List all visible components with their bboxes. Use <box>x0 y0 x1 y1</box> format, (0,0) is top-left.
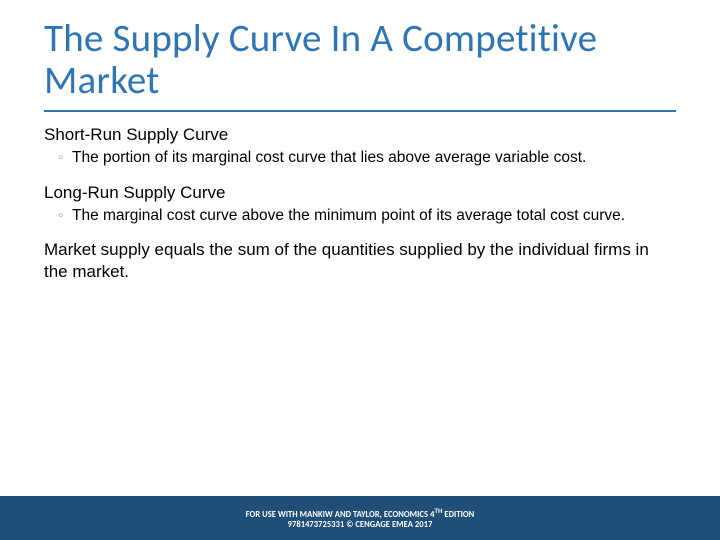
bullet-text: The portion of its marginal cost curve t… <box>72 148 586 168</box>
slide-title: The Supply Curve In A Competitive Market <box>44 18 676 112</box>
footer-line-2: 9781473725331 © CENGAGE EMEA 2017 <box>288 520 433 530</box>
footer-line-1-pre: FOR USE WITH MANKIW AND TAYLOR, ECONOMIC… <box>246 510 435 520</box>
bullet-glyph-icon: ◦ <box>58 148 72 168</box>
section-short-run: Short-Run Supply Curve ◦ The portion of … <box>44 124 676 168</box>
bullet-text: The marginal cost curve above the minimu… <box>72 206 625 226</box>
body-paragraph: Market supply equals the sum of the quan… <box>44 239 676 283</box>
section-bullet: ◦ The portion of its marginal cost curve… <box>44 148 676 168</box>
section-heading: Long-Run Supply Curve <box>44 182 676 204</box>
section-long-run: Long-Run Supply Curve ◦ The marginal cos… <box>44 182 676 226</box>
footer-line-1-post: EDITION <box>442 510 474 520</box>
slide-footer: FOR USE WITH MANKIW AND TAYLOR, ECONOMIC… <box>0 496 720 540</box>
slide-content: Short-Run Supply Curve ◦ The portion of … <box>44 112 676 283</box>
section-bullet: ◦ The marginal cost curve above the mini… <box>44 206 676 226</box>
section-heading: Short-Run Supply Curve <box>44 124 676 146</box>
footer-line-1: FOR USE WITH MANKIW AND TAYLOR, ECONOMIC… <box>246 506 475 520</box>
slide: The Supply Curve In A Competitive Market… <box>0 0 720 540</box>
bullet-glyph-icon: ◦ <box>58 206 72 226</box>
